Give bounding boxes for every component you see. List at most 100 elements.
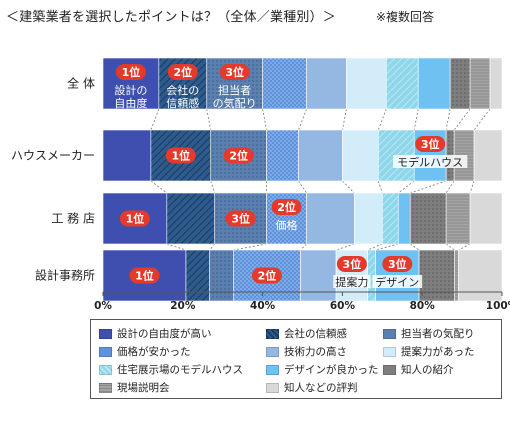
bar-segment [469,57,491,110]
bar-segment [166,192,216,245]
x-tick-label: 100% [486,300,510,310]
x-tick-label: 0% [94,300,112,310]
legend-swatch [266,328,279,339]
rank-badge [271,199,302,215]
connector-line [445,108,451,131]
legend-item: 現場説明会 [99,380,170,395]
connector-line [342,180,355,194]
chart-title: ＜建築業者を選択したポイントは？（全体／業種別）＞ [6,10,337,25]
annotation-bg [392,155,468,168]
connector-line [367,243,383,251]
bar-segment [306,57,347,110]
legend-label: 設計の自由度が高い [117,328,212,340]
connector-line [210,180,216,194]
bar-segment [300,249,337,302]
annotation-text: 価格 [276,218,298,232]
annotation-text: 自由度 [114,96,147,110]
connector-line [298,180,307,194]
bar-segment [417,57,451,110]
legend-swatch [99,328,112,339]
annotation-text: 会社の [166,83,199,97]
legend-swatch [383,364,396,375]
rank-label: 3位 [225,65,244,79]
rank-badge [115,64,146,80]
legend-item: 提案力があった [383,344,475,359]
legend-swatch [266,346,279,357]
connector-line [150,108,160,131]
category-label: ハウスメーカー [11,149,95,163]
annotation-text: モデルハウス [397,155,463,169]
bar-segment [458,249,503,302]
connector-line [298,108,307,131]
connector-line [410,243,420,251]
legend-item: デザインが良かった [266,362,379,377]
connector-line [206,108,212,131]
rank-badge [415,136,446,152]
connector-line [469,180,475,194]
x-tick-label: 20% [170,300,196,310]
connector-line [377,108,387,131]
connector-line [453,108,471,131]
bar-segment [346,57,387,110]
connector-line [445,180,455,194]
bar-segment [381,192,399,245]
bar-segment [185,249,210,302]
connector-line [342,108,347,131]
bar-segment [454,249,459,302]
rank-label: 1位 [122,65,141,79]
legend-label: 現場説明会 [117,382,170,394]
rank-label: 3位 [388,257,407,271]
legend-item: 知人などの評判 [266,380,358,395]
rank-badge [165,147,196,164]
bar-segment [266,129,299,182]
connector-line [150,180,168,194]
legend-label: デザインが良かった [284,364,379,376]
rank-badge [382,256,413,272]
legend-swatch [266,364,279,375]
x-tick-label: 40% [250,300,276,310]
category-label: 全 体 [67,76,95,91]
annotation-text: 担当者 [218,83,251,97]
category-label: 設計事務所 [35,268,95,283]
multiple-answer-note: ※複数回答 [376,10,435,24]
connector-line [413,108,419,131]
rank-label: 2位 [229,149,248,163]
bar-segment [354,192,383,245]
bar-segment [409,192,447,245]
annotation-text: 信頼感 [166,97,199,110]
bar-segment [489,57,503,110]
connector-line [335,243,355,251]
bar-segment [469,192,503,245]
annotation-text: デザイン [375,275,419,289]
bar-segment [209,249,234,302]
rank-label: 1位 [135,269,154,283]
legend-swatch [266,382,279,393]
rank-label: 3位 [421,137,440,151]
bar-segment [385,57,419,110]
legend-label: 提案力があった [401,346,475,358]
rank-badge [251,267,282,284]
bar-segment [306,192,355,245]
connector-line [209,243,216,251]
bar-segment [342,129,379,182]
connector-line [375,243,399,251]
annotation-text: 設計の [114,83,147,97]
annotation-text: 提案力 [335,275,368,289]
rank-badge [129,267,160,284]
bar-segment [473,129,503,182]
legend-item: 設計の自由度が高い [99,326,212,341]
legend-item: 担当者の気配り [383,326,475,341]
chart-legend: 設計の自由度が高い 会社の信頼感 担当者の気配り 価格が安かった 技術力の高さ 提案力があ… [90,319,502,399]
connector-line [166,243,187,251]
legend-label: 知人などの評判 [284,382,358,394]
annotation-bg [333,275,371,288]
bar-segment [449,57,471,110]
connector-line [410,180,447,194]
legend-swatch [383,328,396,339]
bar-segment [418,249,455,302]
legend-label: 価格が安かった [117,346,191,358]
legend-swatch [99,382,112,393]
legend-item: 価格が安かった [99,344,191,359]
rank-label: 1位 [171,149,190,163]
